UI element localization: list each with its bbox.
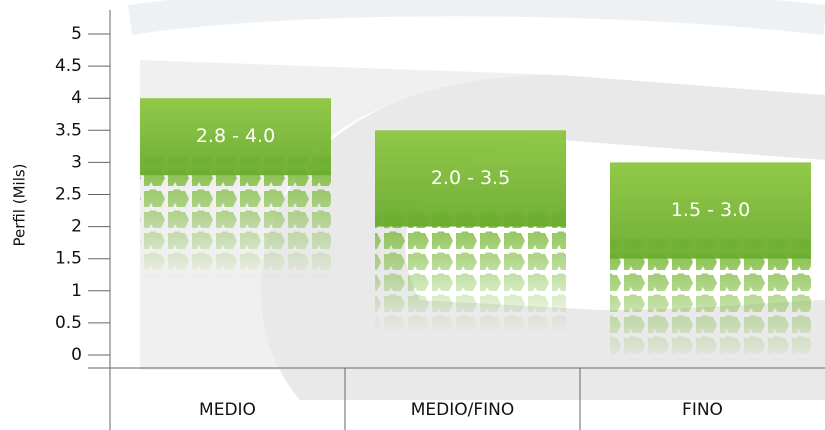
y-tick-label: 1 <box>71 281 82 301</box>
range-bar <box>610 162 811 259</box>
y-axis-label: Perfil (Mils) <box>11 163 29 246</box>
y-tick-label: 3.5 <box>55 120 82 140</box>
hex-pattern <box>140 155 331 281</box>
range-bar-group: 1.5 - 3.0 <box>610 162 811 364</box>
y-tick-label: 3 <box>71 152 82 172</box>
y-tick-label: 2 <box>71 217 82 237</box>
range-bar <box>140 98 331 176</box>
hex-pattern <box>375 206 566 332</box>
y-tick-label: 0.5 <box>55 313 82 333</box>
y-tick-label: 4.5 <box>55 56 82 76</box>
value-label: 2.0 - 3.5 <box>431 167 510 189</box>
y-tick-label: 0 <box>71 345 82 365</box>
x-tick-label: MEDIO/FINO <box>411 400 515 420</box>
range-bar-group: 2.0 - 3.5 <box>375 130 566 332</box>
hex-pattern <box>610 238 811 364</box>
x-tick-label: MEDIO <box>199 400 256 420</box>
range-bar-group: 2.8 - 4.0 <box>140 98 331 281</box>
y-tick-label: 2.5 <box>55 185 82 205</box>
y-tick-label: 5 <box>71 24 82 44</box>
x-tick-label: FINO <box>682 400 723 420</box>
value-label: 2.8 - 4.0 <box>196 125 275 147</box>
value-label: 1.5 - 3.0 <box>671 199 750 221</box>
range-bar <box>375 130 566 227</box>
y-tick-label: 1.5 <box>55 249 82 269</box>
y-tick-label: 4 <box>71 88 82 108</box>
